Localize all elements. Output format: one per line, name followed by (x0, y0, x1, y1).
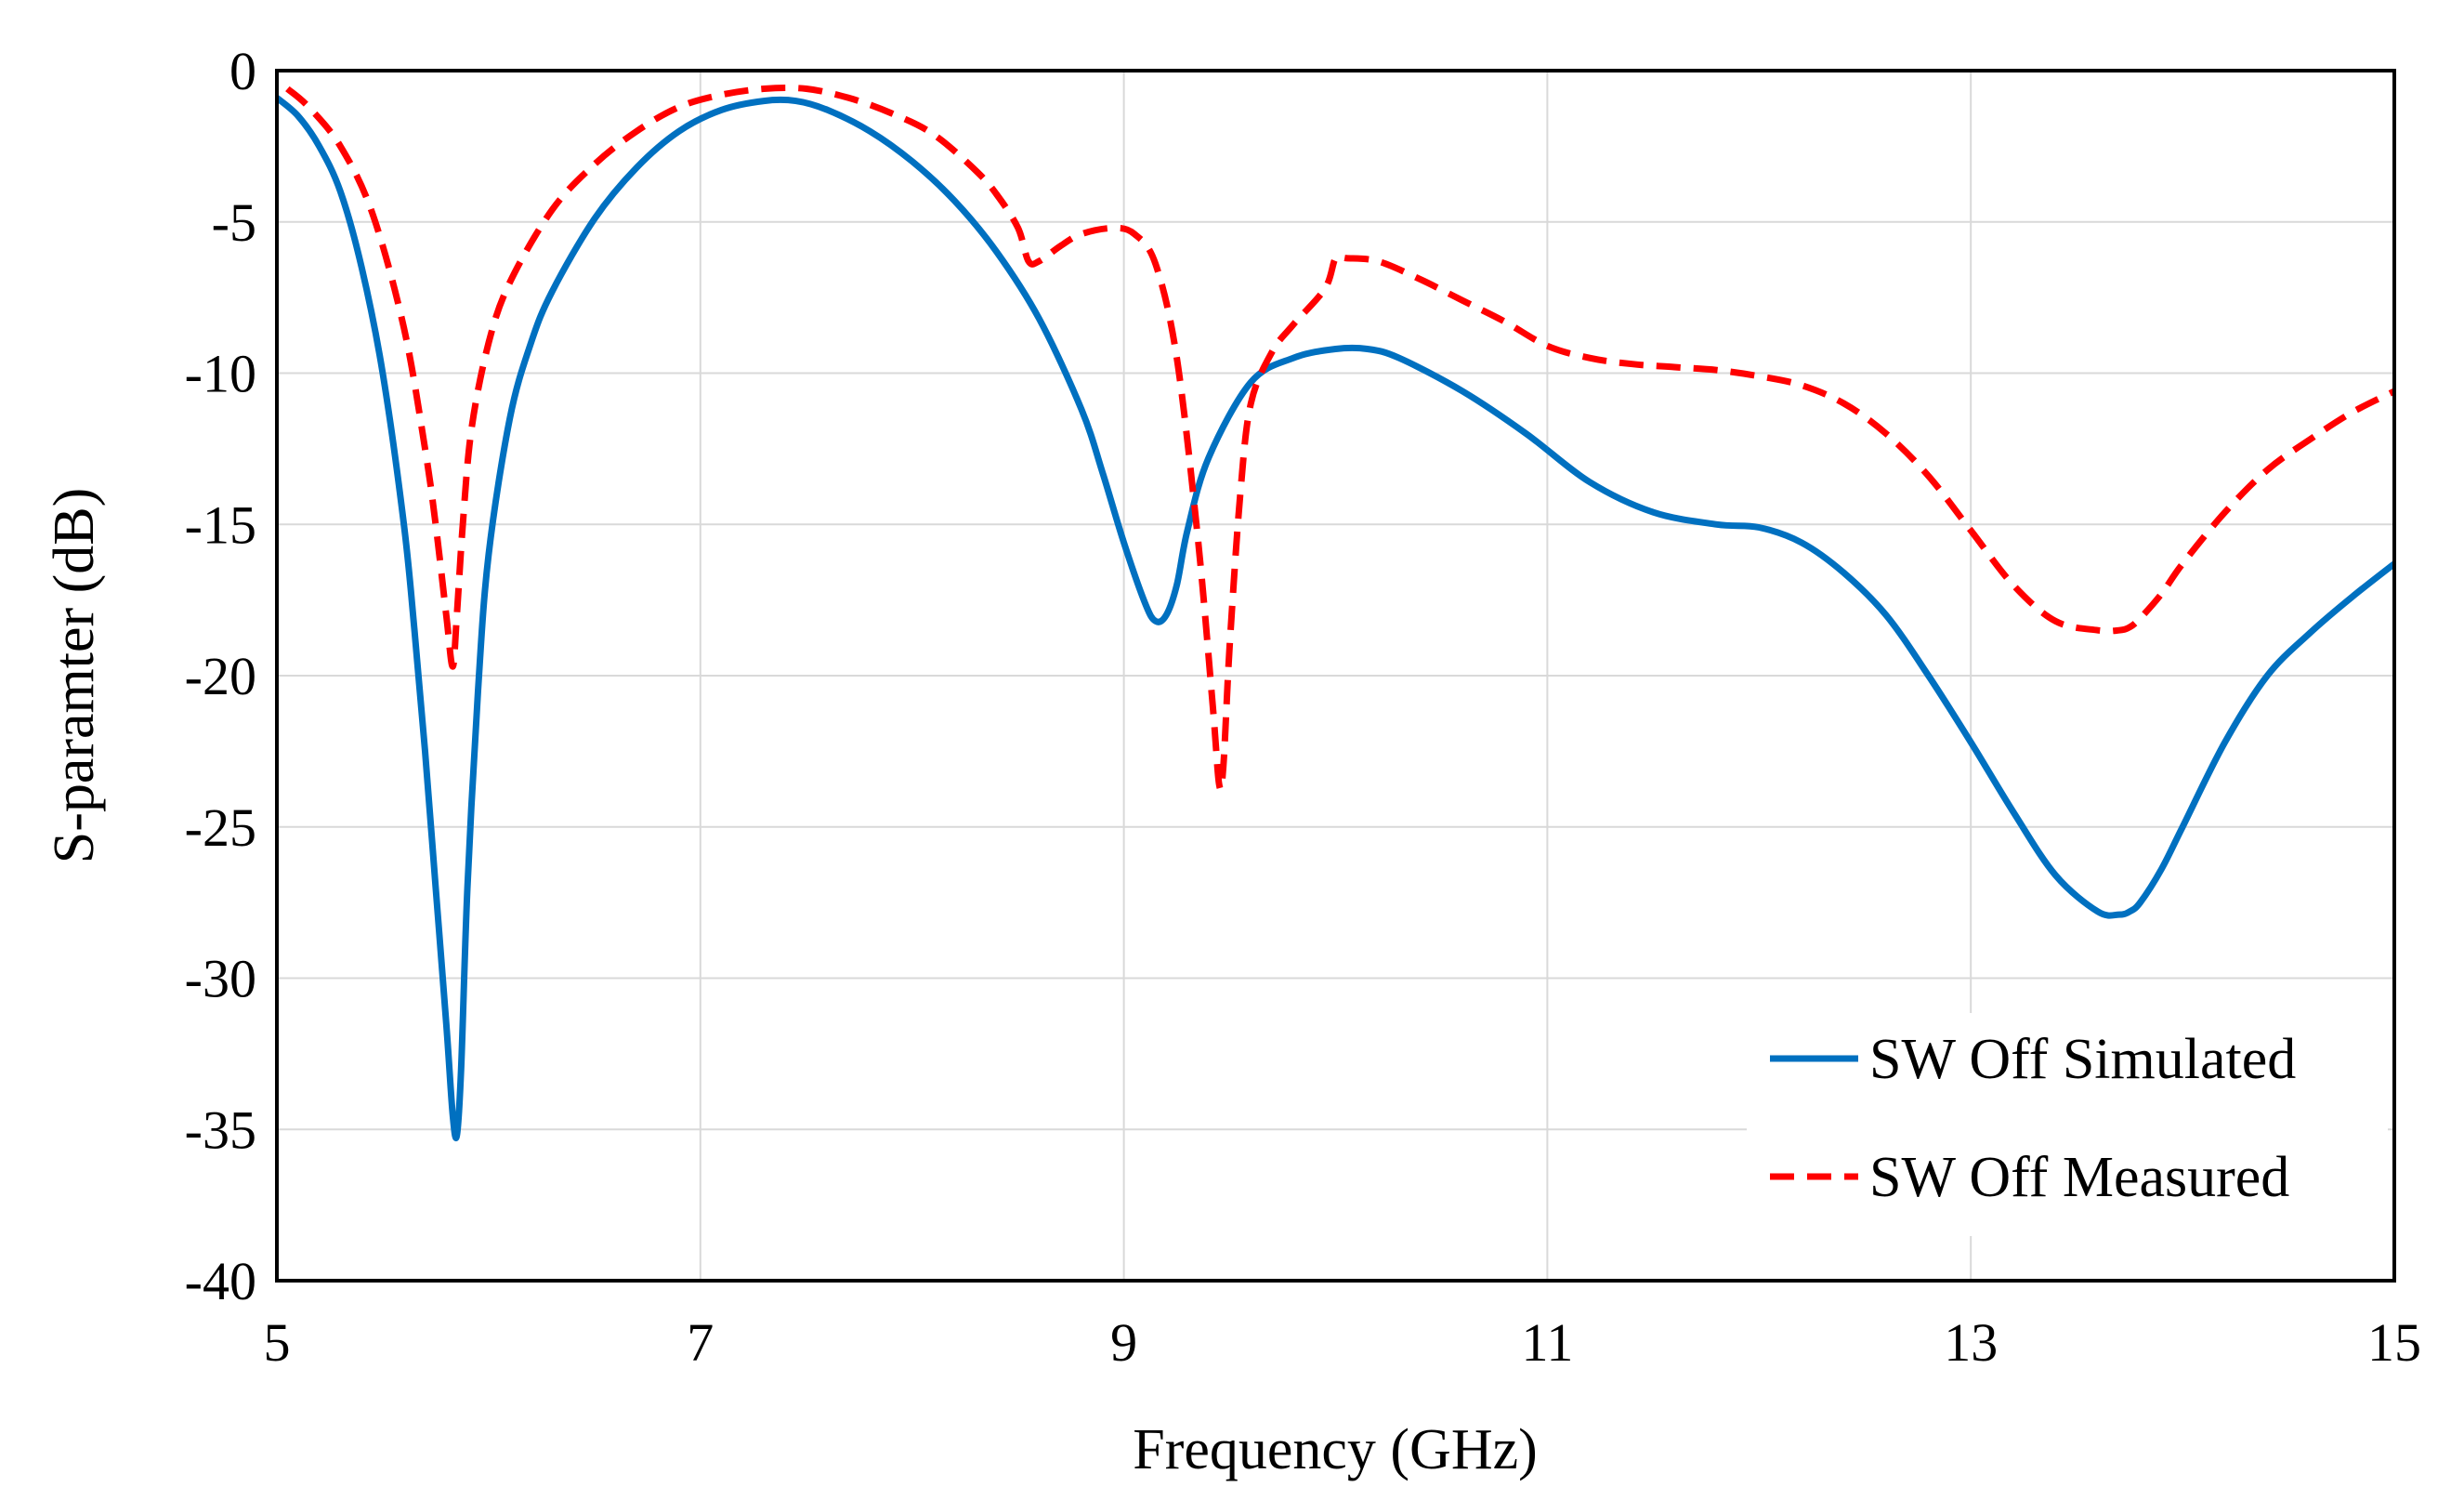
y-tick-label: -5 (212, 192, 256, 253)
x-tick-label: 15 (2367, 1312, 2421, 1373)
y-tick-label: -20 (185, 646, 256, 706)
y-axis-ticks: 0 -5 -10 -15 -20 -25 -30 -35 -40 (185, 41, 256, 1311)
y-tick-label: -30 (185, 949, 256, 1009)
y-tick-label: -15 (185, 494, 256, 555)
y-axis-title: S-paramter (dB) (43, 488, 106, 864)
legend-background (1747, 1013, 2388, 1236)
x-axis-ticks: 5 7 9 11 13 15 (264, 1312, 2422, 1373)
legend: SW Off Simulated SW Off Measured (1747, 1013, 2388, 1236)
y-tick-label: -35 (185, 1099, 256, 1160)
y-tick-label: -40 (185, 1251, 256, 1311)
series-line-simulated (277, 94, 2394, 1141)
x-tick-label: 5 (264, 1312, 291, 1373)
x-tick-label: 9 (1110, 1312, 1137, 1373)
y-tick-label: -25 (185, 797, 256, 858)
plot-frame (275, 69, 2396, 1283)
x-tick-label: 11 (1521, 1312, 1573, 1373)
y-tick-label: 0 (229, 41, 256, 101)
series-layer (277, 84, 2394, 1141)
x-tick-label: 7 (687, 1312, 714, 1373)
x-axis-title: Frequency (GHz) (1133, 1418, 1538, 1481)
x-tick-label: 13 (1944, 1312, 1998, 1373)
y-tick-label: -10 (185, 344, 256, 404)
legend-label-measured: SW Off Measured (1869, 1146, 2289, 1209)
legend-label-simulated: SW Off Simulated (1869, 1028, 2296, 1091)
series-line-measured (285, 84, 2394, 793)
